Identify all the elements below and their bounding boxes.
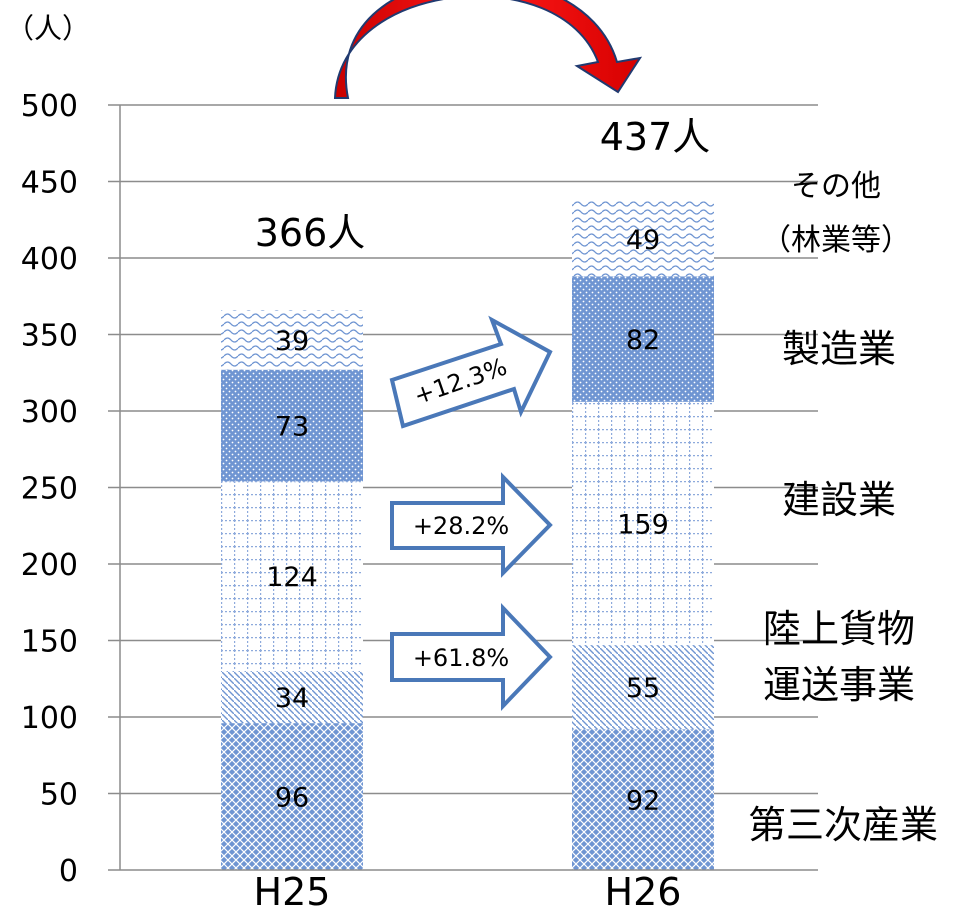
y-tick-label: 200 [21,548,78,583]
bar-segment-other [572,201,714,277]
y-tick-label: 300 [21,395,78,430]
category-label-transport-1: 陸上貨物 [763,607,915,651]
bar-segment-construction [221,481,363,672]
bar-segment-transport [572,645,714,730]
x-tick-label: H26 [605,870,682,912]
bar-segment-manufacturing [572,276,714,402]
bar-segment-transport [221,671,363,724]
bar-segment-tertiary [221,723,363,870]
y-unit-label: （人） [6,12,90,45]
y-tick-label: 500 [21,89,78,124]
segment-value-label: 82 [626,325,660,356]
growth-label-construction: +28.2% [413,512,509,540]
y-tick-label: 0 [59,854,78,889]
bars: 96 34 124 73 39 366人 92 55 159 82 49 437人 [221,115,714,870]
segment-value-label: 49 [626,225,660,256]
segment-value-label: 55 [626,673,660,704]
x-axis: H25 H26 [108,869,818,912]
growth-arrow-construction: +28.2% [390,472,553,578]
growth-label-transport: +61.8% [413,644,509,672]
y-tick-label: 450 [21,166,78,201]
category-label-other-2: （林業等） [761,223,911,258]
bar-segment-manufacturing [221,369,363,482]
segment-value-label: 124 [266,562,318,593]
category-label-other-1: その他 [791,169,881,204]
y-tick-label: 50 [40,778,78,813]
y-tick-label: 150 [21,625,78,660]
category-label-construction: 建設業 [782,478,896,522]
category-label-transport-2: 運送事業 [763,663,915,707]
bar-total-label: 437人 [600,115,711,159]
segment-value-label: 96 [275,783,309,814]
segment-value-label: 92 [626,786,660,817]
growth-arrow-manufacturing: +12.3% [389,315,553,429]
bar-segment-tertiary [572,729,714,870]
y-tick-label: 250 [21,472,78,507]
y-tick-label: 350 [21,319,78,354]
growth-arrow-transport: +61.8% [390,603,553,711]
x-tick-label: H25 [254,870,331,912]
bar-segment-other [221,310,363,370]
segment-value-label: 159 [617,509,669,540]
category-label-manufacturing: 製造業 [782,327,896,371]
segment-value-label: 34 [275,683,309,714]
y-axis: 0 50 100 150 200 250 300 350 400 450 500 [21,89,121,889]
segment-value-label: 73 [275,412,309,443]
bar-total-label: 366人 [255,211,366,255]
category-label-tertiary: 第三次産業 [748,803,938,847]
y-tick-label: 100 [21,701,78,736]
bar-segment-construction [572,401,714,646]
segment-value-label: 39 [275,326,309,357]
y-tick-label: 400 [21,242,78,277]
curved-arrow-icon [333,0,643,99]
